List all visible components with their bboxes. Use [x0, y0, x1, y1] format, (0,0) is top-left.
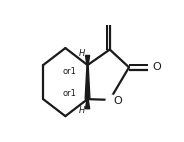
Text: H: H — [78, 106, 85, 115]
Text: H: H — [78, 49, 85, 58]
Text: or1: or1 — [63, 66, 77, 76]
Polygon shape — [85, 65, 90, 99]
Polygon shape — [86, 56, 90, 65]
Text: O: O — [114, 96, 122, 106]
Point — [110, 99, 113, 101]
Polygon shape — [86, 99, 90, 109]
Text: O: O — [153, 62, 161, 72]
Text: or1: or1 — [63, 89, 77, 98]
